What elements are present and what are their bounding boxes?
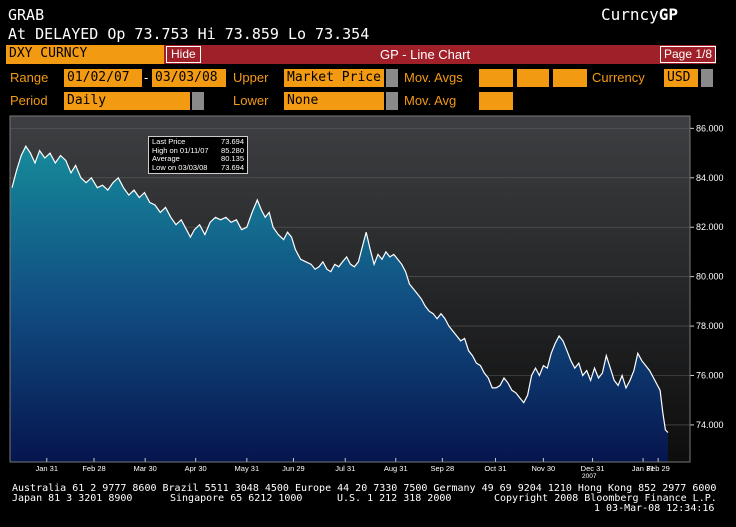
legend-value: 73.694 bbox=[221, 137, 244, 146]
x-tick-label: Jun 29 bbox=[282, 464, 305, 473]
lower-select[interactable]: None bbox=[284, 92, 384, 110]
period-label: Period bbox=[10, 93, 48, 108]
x-tick-label: Jan 31 bbox=[632, 464, 655, 473]
footer-copyright: Copyright 2008 Bloomberg Finance L.P. bbox=[494, 493, 717, 504]
x-tick-label: Jan 31 bbox=[36, 464, 59, 473]
movavg-input[interactable] bbox=[479, 92, 513, 110]
x-tick-label: May 31 bbox=[235, 464, 260, 473]
y-tick-label: 80.000 bbox=[696, 272, 724, 282]
upper-dropdown-arrow[interactable] bbox=[386, 69, 398, 87]
legend-label: High on 01/11/07 bbox=[152, 145, 209, 155]
range-start-input[interactable]: 01/02/07 bbox=[64, 69, 142, 87]
footer-phones: Australia 61 2 9777 8600 Brazil 5511 304… bbox=[12, 483, 717, 494]
legend-row: High on 01/11/07 85.280 bbox=[152, 145, 244, 156]
currency-dropdown-arrow[interactable] bbox=[701, 69, 713, 87]
price-chart: 74.000 76.000 78.000 80.000 82.000 84.000 86.0… bbox=[9, 115, 724, 478]
x-tick-label: Nov 30 bbox=[531, 464, 555, 473]
y-tick-label: 84.000 bbox=[696, 173, 724, 183]
movavg-label: Mov. Avg bbox=[404, 93, 457, 108]
x-tick-label: Oct 31 bbox=[484, 464, 506, 473]
upper-label: Upper bbox=[233, 70, 269, 85]
range-separator: - bbox=[144, 70, 149, 85]
price-area bbox=[10, 146, 668, 462]
y-tick-label: 74.000 bbox=[696, 420, 724, 430]
function-name: GRAB bbox=[8, 6, 45, 24]
brand-label: CurncyGP bbox=[601, 6, 678, 24]
legend-row: Average 80.135 bbox=[152, 154, 244, 164]
brand-prefix: Curncy bbox=[601, 5, 659, 24]
footer-timestamp: 1 03-Mar-08 12:34:16 bbox=[594, 503, 715, 514]
legend-value: 85.280 bbox=[221, 145, 244, 155]
y-tick-label: 86.000 bbox=[696, 123, 724, 133]
period-select[interactable]: Daily bbox=[64, 92, 190, 110]
currency-input[interactable]: USD bbox=[664, 69, 698, 87]
brand-suffix: GP bbox=[658, 5, 679, 24]
legend-label: Average bbox=[152, 154, 180, 163]
range-end-input[interactable]: 03/03/08 bbox=[152, 69, 226, 87]
y-tick-label: 78.000 bbox=[696, 321, 724, 331]
y-tick-label: 82.000 bbox=[696, 222, 724, 232]
legend-value: 73.694 bbox=[221, 162, 244, 172]
period-dropdown-arrow[interactable] bbox=[192, 92, 204, 110]
currency-label: Currency bbox=[592, 70, 645, 85]
footer-japan: Japan 81 3 3201 8900 bbox=[12, 493, 133, 504]
movavg-input-1[interactable] bbox=[479, 69, 513, 87]
legend-label: Last Price bbox=[152, 137, 186, 146]
legend-value: 80.135 bbox=[221, 154, 244, 163]
movavg-input-3[interactable] bbox=[553, 69, 587, 87]
footer-us: U.S. 1 212 318 2000 bbox=[337, 493, 452, 504]
lower-dropdown-arrow[interactable] bbox=[386, 92, 398, 110]
x-tick-label: Dec 31 bbox=[581, 464, 605, 473]
page-indicator[interactable]: Page 1/8 bbox=[660, 46, 716, 63]
ticker-field[interactable]: DXY CURNCY bbox=[6, 45, 164, 64]
x-tick-label: Mar 30 bbox=[133, 464, 156, 473]
legend-box: Last Price 73.694 High on 01/11/07 85.280 Av… bbox=[148, 136, 248, 174]
quote-line: At DELAYED Op 73.753 Hi 73.859 Lo 73.354 bbox=[8, 25, 370, 43]
lower-label: Lower bbox=[233, 93, 269, 108]
movavg-input-2[interactable] bbox=[517, 69, 549, 87]
legend-row: Low on 03/03/08 73.694 bbox=[152, 162, 244, 173]
legend-label: Low on 03/03/08 bbox=[152, 162, 208, 172]
plot-frame bbox=[9, 115, 691, 463]
upper-select[interactable]: Market Price bbox=[284, 69, 384, 87]
footer-singapore: Singapore 65 6212 1000 bbox=[170, 493, 303, 504]
x-tick-label: Feb 28 bbox=[82, 464, 105, 473]
range-label: Range bbox=[10, 70, 49, 85]
y-tick-label: 76.000 bbox=[696, 371, 724, 381]
movavgs-label: Mov. Avgs bbox=[404, 70, 463, 85]
chart-type-title: GP - Line Chart bbox=[380, 47, 471, 62]
legend-row: Last Price 73.694 bbox=[152, 137, 244, 147]
x-tick-label: Feb 29 bbox=[646, 464, 669, 473]
x-tick-label: Aug 31 bbox=[384, 464, 408, 473]
x-tick-label: Jul 31 bbox=[335, 464, 355, 473]
x-year-label: 2007 bbox=[582, 473, 597, 478]
x-tick-label: Sep 28 bbox=[430, 464, 454, 473]
x-tick-label: Apr 30 bbox=[185, 464, 207, 473]
hide-button[interactable]: Hide bbox=[166, 46, 201, 63]
price-line bbox=[11, 145, 669, 433]
